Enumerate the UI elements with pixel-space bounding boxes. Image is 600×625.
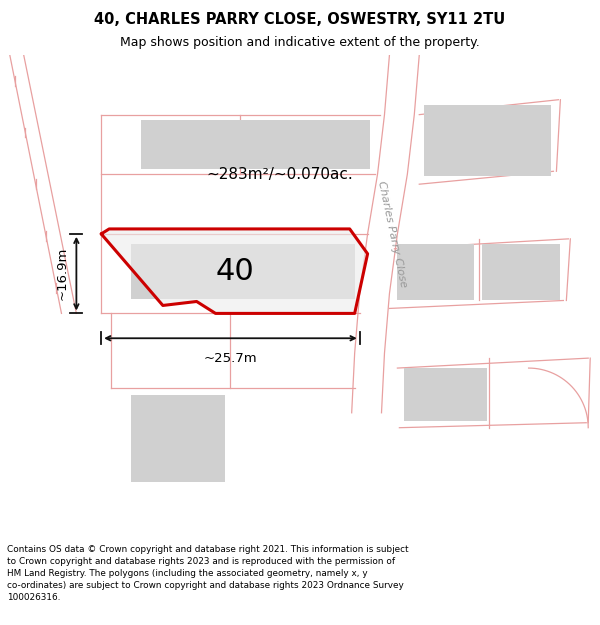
Polygon shape [397, 244, 474, 301]
Text: 40, CHARLES PARRY CLOSE, OSWESTRY, SY11 2TU: 40, CHARLES PARRY CLOSE, OSWESTRY, SY11 … [94, 12, 506, 27]
Text: 40: 40 [216, 257, 255, 286]
Polygon shape [141, 119, 370, 169]
Polygon shape [482, 244, 560, 301]
Polygon shape [131, 244, 355, 299]
Text: ~283m²/~0.070ac.: ~283m²/~0.070ac. [207, 167, 353, 182]
Polygon shape [404, 368, 487, 421]
Text: Map shows position and indicative extent of the property.: Map shows position and indicative extent… [120, 36, 480, 49]
Text: ~25.7m: ~25.7m [203, 352, 257, 365]
Text: Charles Parry Close: Charles Parry Close [376, 179, 409, 288]
Text: Contains OS data © Crown copyright and database right 2021. This information is : Contains OS data © Crown copyright and d… [7, 544, 409, 602]
Polygon shape [131, 395, 226, 482]
Polygon shape [101, 229, 368, 313]
Polygon shape [424, 105, 551, 176]
Text: ~16.9m: ~16.9m [55, 247, 68, 301]
